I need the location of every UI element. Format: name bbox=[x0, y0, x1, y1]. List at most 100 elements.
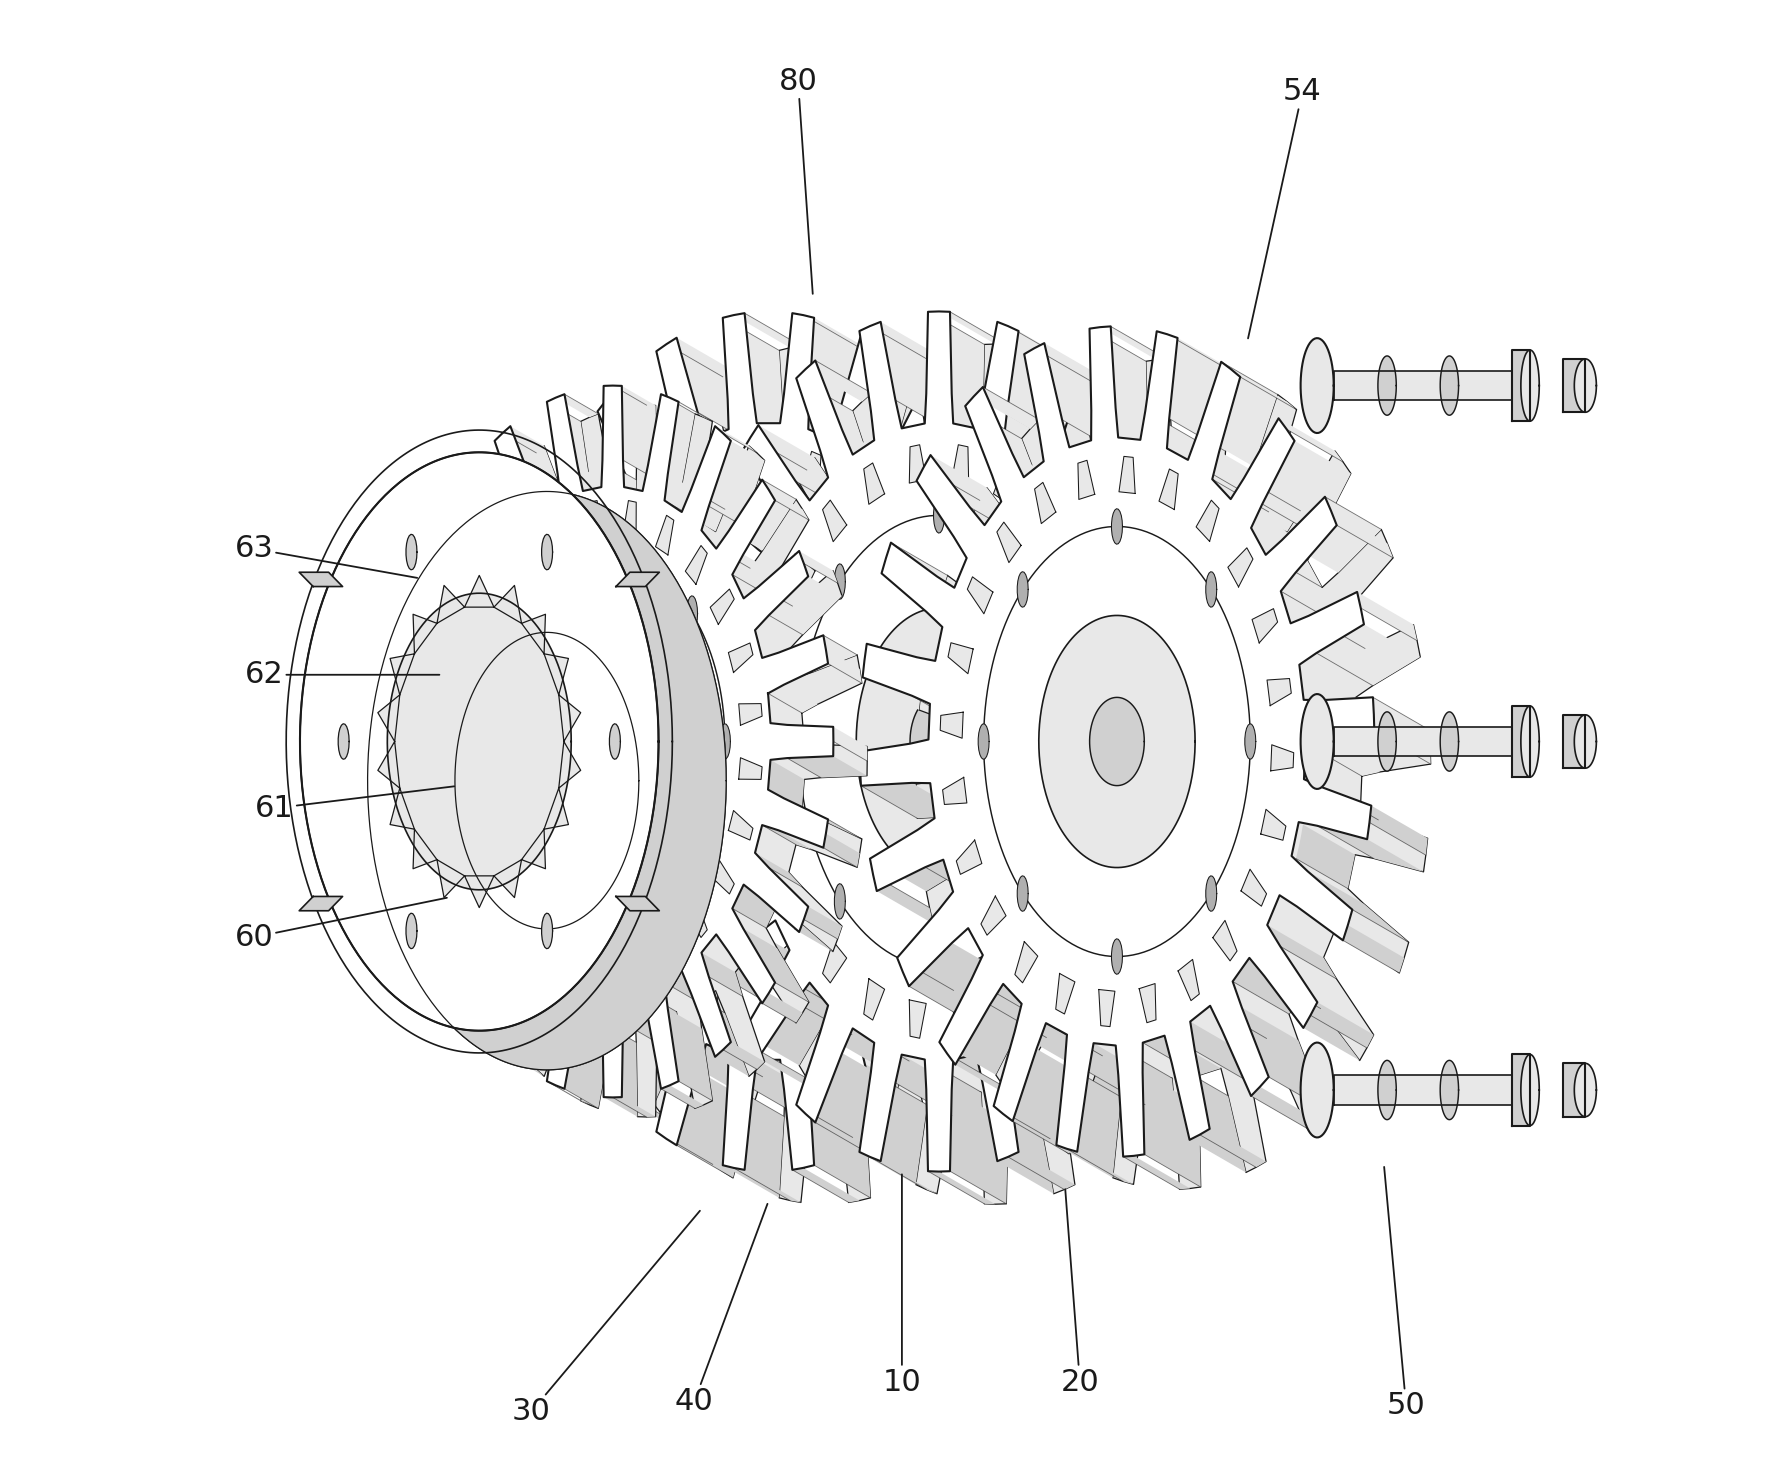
Polygon shape bbox=[522, 561, 583, 610]
Polygon shape bbox=[589, 796, 614, 826]
Polygon shape bbox=[793, 313, 859, 347]
Polygon shape bbox=[1574, 1063, 1596, 1117]
Polygon shape bbox=[739, 696, 798, 787]
Polygon shape bbox=[707, 1044, 785, 1087]
Polygon shape bbox=[732, 555, 776, 595]
Polygon shape bbox=[945, 589, 1020, 632]
Polygon shape bbox=[522, 829, 546, 869]
Polygon shape bbox=[1082, 1003, 1175, 1090]
Polygon shape bbox=[1154, 721, 1261, 756]
Text: 20: 20 bbox=[1061, 1189, 1098, 1397]
Polygon shape bbox=[762, 951, 775, 985]
Polygon shape bbox=[1018, 572, 1029, 607]
Polygon shape bbox=[905, 860, 930, 897]
Polygon shape bbox=[1159, 469, 1179, 510]
Polygon shape bbox=[1132, 897, 1231, 974]
Polygon shape bbox=[968, 577, 993, 614]
Polygon shape bbox=[682, 853, 741, 903]
Polygon shape bbox=[948, 642, 973, 673]
Polygon shape bbox=[1007, 1152, 1075, 1189]
Polygon shape bbox=[1231, 369, 1297, 409]
Polygon shape bbox=[1304, 779, 1378, 820]
Polygon shape bbox=[862, 564, 873, 599]
Polygon shape bbox=[519, 593, 621, 660]
Polygon shape bbox=[299, 572, 342, 587]
Polygon shape bbox=[728, 479, 796, 550]
Polygon shape bbox=[463, 952, 531, 1023]
Polygon shape bbox=[612, 1097, 655, 1117]
Polygon shape bbox=[1378, 712, 1395, 771]
Polygon shape bbox=[759, 426, 852, 513]
Polygon shape bbox=[1086, 829, 1111, 863]
Polygon shape bbox=[843, 962, 866, 1004]
Polygon shape bbox=[928, 1172, 995, 1204]
Polygon shape bbox=[932, 466, 1029, 546]
Polygon shape bbox=[923, 796, 948, 826]
Polygon shape bbox=[1098, 989, 1115, 1026]
Polygon shape bbox=[1231, 478, 1301, 532]
Polygon shape bbox=[648, 394, 694, 485]
Polygon shape bbox=[589, 945, 603, 982]
Polygon shape bbox=[955, 805, 1018, 875]
Polygon shape bbox=[610, 724, 621, 759]
Polygon shape bbox=[769, 577, 843, 635]
Polygon shape bbox=[528, 596, 538, 632]
Polygon shape bbox=[778, 635, 857, 672]
Polygon shape bbox=[481, 574, 528, 618]
Polygon shape bbox=[1267, 679, 1292, 706]
Polygon shape bbox=[1013, 1048, 1093, 1154]
Polygon shape bbox=[1251, 528, 1322, 587]
Text: 60: 60 bbox=[234, 897, 447, 952]
Polygon shape bbox=[1030, 500, 1056, 541]
Polygon shape bbox=[1193, 612, 1252, 663]
Polygon shape bbox=[707, 429, 785, 472]
Polygon shape bbox=[977, 400, 1039, 461]
Polygon shape bbox=[1120, 426, 1184, 470]
Polygon shape bbox=[954, 537, 1023, 590]
Polygon shape bbox=[1378, 1060, 1395, 1120]
Polygon shape bbox=[1013, 454, 1081, 510]
Polygon shape bbox=[723, 1043, 764, 1069]
Polygon shape bbox=[1301, 694, 1335, 789]
Polygon shape bbox=[623, 997, 658, 1043]
Polygon shape bbox=[1267, 925, 1336, 979]
Polygon shape bbox=[952, 445, 968, 483]
Polygon shape bbox=[1317, 624, 1420, 685]
Polygon shape bbox=[703, 942, 764, 989]
Polygon shape bbox=[857, 608, 1022, 875]
Polygon shape bbox=[816, 1053, 898, 1155]
Polygon shape bbox=[558, 742, 581, 787]
Polygon shape bbox=[823, 942, 846, 983]
Polygon shape bbox=[583, 992, 635, 1016]
Polygon shape bbox=[793, 724, 805, 759]
Polygon shape bbox=[1047, 1023, 1123, 1068]
Polygon shape bbox=[823, 500, 846, 541]
Polygon shape bbox=[1301, 1043, 1335, 1137]
Polygon shape bbox=[762, 994, 803, 1023]
Polygon shape bbox=[580, 654, 712, 868]
Polygon shape bbox=[912, 696, 986, 737]
Polygon shape bbox=[1056, 973, 1075, 1014]
Polygon shape bbox=[1299, 664, 1360, 733]
Polygon shape bbox=[1143, 851, 1251, 903]
Polygon shape bbox=[565, 1017, 612, 1108]
Polygon shape bbox=[1440, 712, 1458, 771]
Polygon shape bbox=[510, 934, 558, 973]
Polygon shape bbox=[896, 958, 959, 1005]
Polygon shape bbox=[801, 451, 821, 491]
Polygon shape bbox=[660, 1086, 703, 1108]
Polygon shape bbox=[809, 1044, 887, 1087]
Polygon shape bbox=[1512, 350, 1530, 421]
Polygon shape bbox=[1050, 983, 1125, 1038]
Polygon shape bbox=[861, 783, 968, 819]
Polygon shape bbox=[993, 979, 1014, 1020]
Polygon shape bbox=[934, 498, 945, 532]
Polygon shape bbox=[676, 338, 753, 445]
Polygon shape bbox=[564, 970, 662, 1050]
Polygon shape bbox=[954, 1054, 1032, 1091]
Polygon shape bbox=[426, 552, 501, 607]
Polygon shape bbox=[1281, 572, 1352, 624]
Polygon shape bbox=[1004, 440, 1082, 488]
Polygon shape bbox=[857, 1026, 920, 1087]
Polygon shape bbox=[1242, 1007, 1326, 1109]
